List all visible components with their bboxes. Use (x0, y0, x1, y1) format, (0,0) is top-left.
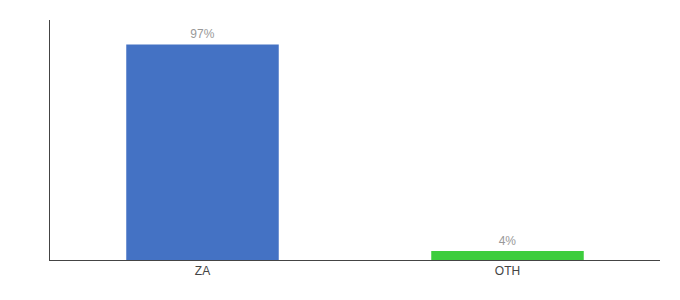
svg-text:OTH: OTH (495, 264, 520, 278)
svg-text:4%: 4% (499, 234, 517, 248)
svg-text:ZA: ZA (195, 264, 210, 278)
svg-text:97%: 97% (190, 27, 214, 41)
